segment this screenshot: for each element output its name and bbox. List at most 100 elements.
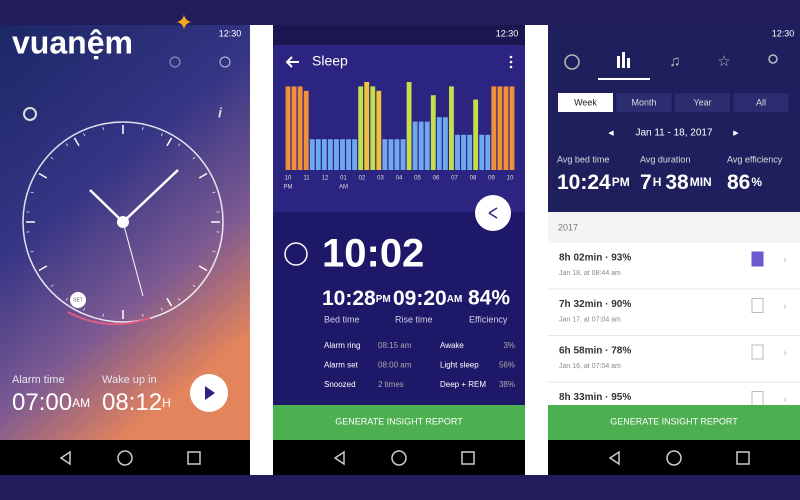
sleep-bar xyxy=(346,139,351,170)
date-range: Jan 11 - 18, 2017 xyxy=(635,128,713,139)
favorites-tab[interactable] xyxy=(169,56,181,68)
efficiency-value: 84% xyxy=(468,287,510,310)
chevron: › xyxy=(784,254,787,264)
rise-time-value: 09:20 xyxy=(393,287,447,310)
row-label: Snoozed xyxy=(324,380,356,389)
music-tab[interactable]: ♫ xyxy=(669,53,680,70)
second-hand xyxy=(122,221,144,297)
time-label: 10 xyxy=(507,176,514,182)
row-value: 56% xyxy=(499,361,515,370)
insight-button-label: GENERATE INSIGHT REPORT xyxy=(335,416,463,426)
chevron: › xyxy=(784,301,787,311)
sleep-chart-area xyxy=(273,45,525,212)
entry-date: Jan 16, at 07:04 am xyxy=(559,363,621,370)
sleep-bar xyxy=(370,86,376,170)
nav-recent[interactable] xyxy=(187,451,201,465)
nav-back[interactable] xyxy=(59,450,71,466)
next-range[interactable]: ▶ xyxy=(733,130,739,137)
sleep-summary xyxy=(273,212,525,405)
back-button[interactable] xyxy=(285,56,299,68)
entry-summary[interactable]: 7h 32min · 90% xyxy=(559,299,631,310)
minute-hand xyxy=(122,169,179,223)
sleep-bar xyxy=(321,139,327,170)
clock-tick xyxy=(50,284,54,288)
sleep-bar xyxy=(461,134,466,170)
alarm-label: Alarm time xyxy=(12,374,65,386)
nav-bar xyxy=(0,440,250,475)
clock-tick xyxy=(102,127,104,131)
set-badge[interactable] xyxy=(70,292,86,308)
report-icon[interactable] xyxy=(751,344,764,360)
time-label: 02 xyxy=(359,176,366,182)
period-tab[interactable] xyxy=(558,93,613,112)
time-label: 01 xyxy=(340,176,347,182)
share-icon xyxy=(488,207,498,219)
period-tab[interactable] xyxy=(616,93,672,112)
screen-title: Sleep xyxy=(312,53,348,69)
wake-time: 08:12H xyxy=(102,389,171,416)
row-value: 08:15 am xyxy=(378,341,412,350)
rise-time: 09:20AM xyxy=(393,287,462,310)
nav-bar xyxy=(273,440,525,475)
alarm-value: 07:00 xyxy=(12,389,72,416)
clock-tick xyxy=(38,172,48,179)
clock-tick xyxy=(192,284,196,288)
row-label: Light sleep xyxy=(440,361,479,370)
sleep-bar xyxy=(376,90,382,170)
prev-range[interactable]: ◀ xyxy=(608,130,614,137)
entry-summary[interactable]: 8h 02min · 93% xyxy=(559,253,631,264)
sleep-bar xyxy=(394,139,400,170)
stat-part: 86 xyxy=(727,171,750,194)
nav-recent[interactable] xyxy=(736,451,750,465)
hour-hand xyxy=(89,189,124,223)
nav-home[interactable] xyxy=(666,450,682,466)
alarm-arc xyxy=(67,311,151,326)
time-label: 11 xyxy=(303,176,310,182)
sleep-bar xyxy=(297,86,303,170)
info-icon[interactable]: i xyxy=(218,105,223,121)
entry-summary[interactable]: 6h 58min · 78% xyxy=(559,346,631,357)
alarm-tab[interactable] xyxy=(564,54,580,70)
profile-tab[interactable] xyxy=(768,54,778,64)
menu-button[interactable] xyxy=(509,55,513,69)
bed-time-label: Bed time xyxy=(324,314,360,324)
entry-summary[interactable]: 8h 33min · 95% xyxy=(559,392,631,403)
row-value: 38% xyxy=(499,380,515,389)
sleep-duration: 10:02 xyxy=(322,232,424,276)
settings-icon[interactable] xyxy=(23,107,37,121)
period-tab[interactable] xyxy=(675,93,730,112)
favorites-tab[interactable]: ☆ xyxy=(717,53,730,70)
nav-recent[interactable] xyxy=(461,451,475,465)
report-icon[interactable] xyxy=(751,251,764,267)
report-icon[interactable] xyxy=(751,298,764,313)
time-label: 12 xyxy=(322,176,329,182)
logo: vuanệm xyxy=(12,24,133,60)
period-tab-label: All xyxy=(756,97,766,107)
row-value: 2 times xyxy=(378,380,404,389)
stats-tab[interactable] xyxy=(617,52,630,68)
sleep-bar xyxy=(352,139,358,170)
row-label: Awake xyxy=(440,341,464,350)
nav-home[interactable] xyxy=(391,450,407,466)
period-tab[interactable] xyxy=(733,93,789,112)
clock-tick xyxy=(142,127,144,131)
sleep-bar xyxy=(340,139,345,170)
insight-button[interactable] xyxy=(273,405,525,440)
year-header xyxy=(548,212,800,243)
sleep-bar xyxy=(473,99,479,170)
profile-tab[interactable] xyxy=(219,56,231,68)
nav-back[interactable] xyxy=(333,450,345,466)
sleep-bar xyxy=(291,86,297,170)
time-label: 03 xyxy=(377,176,384,182)
bed-time-value: 10:28 xyxy=(322,287,376,310)
nav-back[interactable] xyxy=(608,450,620,466)
sleep-bar xyxy=(497,86,503,170)
time-label: 04 xyxy=(396,176,403,182)
stat-part: PM xyxy=(612,175,630,189)
nav-home[interactable] xyxy=(117,450,133,466)
share-button[interactable] xyxy=(475,195,511,231)
sleep-bar xyxy=(491,86,497,170)
insight-button[interactable] xyxy=(548,405,800,440)
clock-tick xyxy=(166,137,173,147)
